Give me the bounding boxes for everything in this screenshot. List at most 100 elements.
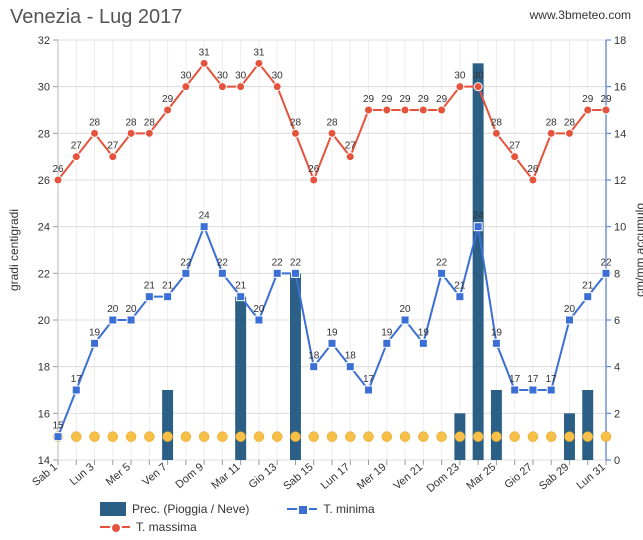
svg-text:21: 21 [582, 281, 594, 292]
svg-text:28: 28 [491, 117, 503, 128]
svg-text:30: 30 [473, 71, 485, 82]
svg-text:31: 31 [253, 47, 265, 58]
svg-text:19: 19 [491, 327, 503, 338]
svg-text:27: 27 [71, 141, 83, 152]
svg-text:18: 18 [614, 35, 626, 47]
svg-text:22: 22 [290, 257, 302, 268]
svg-text:30: 30 [454, 71, 466, 82]
svg-text:Mar 11: Mar 11 [209, 461, 242, 492]
svg-text:18: 18 [38, 362, 50, 374]
legend-label-tmax: T. massima [136, 520, 197, 534]
svg-text:28: 28 [38, 128, 50, 140]
svg-text:21: 21 [144, 281, 156, 292]
svg-text:22: 22 [38, 268, 50, 280]
svg-text:Lun 3: Lun 3 [68, 461, 97, 488]
svg-text:6: 6 [614, 315, 620, 327]
svg-text:24: 24 [38, 222, 50, 234]
svg-text:19: 19 [418, 327, 430, 338]
svg-text:19: 19 [326, 327, 338, 338]
svg-text:20: 20 [126, 304, 138, 315]
svg-text:22: 22 [436, 257, 448, 268]
svg-text:18: 18 [345, 351, 357, 362]
weather-chart: Venezia - Lug 2017 www.3bmeteo.com 14161… [0, 0, 643, 540]
svg-text:26: 26 [527, 164, 539, 175]
svg-text:30: 30 [217, 71, 229, 82]
svg-text:29: 29 [162, 94, 174, 105]
svg-text:Lun 31: Lun 31 [574, 461, 607, 492]
svg-text:10: 10 [614, 222, 626, 234]
svg-text:27: 27 [107, 141, 119, 152]
chart-svg: 14161820222426283032024681012141618gradi… [0, 0, 643, 540]
svg-text:29: 29 [363, 94, 375, 105]
chart-title: Venezia - Lug 2017 [10, 6, 182, 29]
svg-text:Mer 5: Mer 5 [104, 461, 133, 488]
svg-text:17: 17 [509, 374, 521, 385]
svg-text:30: 30 [38, 82, 50, 94]
svg-text:20: 20 [38, 315, 50, 327]
svg-text:24: 24 [199, 211, 211, 222]
svg-text:Ven 7: Ven 7 [140, 461, 169, 488]
svg-text:21: 21 [162, 281, 174, 292]
legend-precip: Prec. (Pioggia / Neve) [100, 502, 249, 516]
svg-text:19: 19 [381, 327, 393, 338]
svg-text:22: 22 [600, 257, 612, 268]
svg-text:17: 17 [363, 374, 375, 385]
svg-text:21: 21 [454, 281, 466, 292]
svg-text:27: 27 [345, 141, 357, 152]
svg-text:26: 26 [308, 164, 320, 175]
svg-text:26: 26 [38, 175, 50, 187]
svg-text:4: 4 [614, 362, 620, 374]
svg-text:Dom 9: Dom 9 [174, 461, 207, 491]
svg-text:22: 22 [180, 257, 192, 268]
svg-text:17: 17 [71, 374, 83, 385]
svg-text:17: 17 [546, 374, 558, 385]
svg-text:0: 0 [614, 455, 620, 467]
svg-text:Gio 13: Gio 13 [247, 461, 280, 491]
source-label: www.3bmeteo.com [530, 8, 631, 22]
svg-text:22: 22 [217, 257, 229, 268]
legend-label-precip: Prec. (Pioggia / Neve) [132, 502, 249, 516]
svg-text:29: 29 [400, 94, 412, 105]
svg-text:cm/mm accumulo: cm/mm accumulo [633, 203, 643, 297]
svg-text:28: 28 [546, 117, 558, 128]
svg-text:15: 15 [52, 421, 64, 432]
svg-text:22: 22 [272, 257, 284, 268]
svg-text:Lun 17: Lun 17 [319, 461, 352, 492]
svg-text:Sab 15: Sab 15 [281, 461, 315, 493]
svg-text:30: 30 [272, 71, 284, 82]
legend: Prec. (Pioggia / Neve) T. minima T. mass… [90, 500, 590, 536]
svg-text:32: 32 [38, 35, 50, 47]
svg-text:Dom 23: Dom 23 [425, 461, 462, 495]
legend-swatch-tmin [287, 502, 317, 516]
svg-text:27: 27 [509, 141, 521, 152]
svg-text:18: 18 [308, 351, 320, 362]
svg-text:20: 20 [564, 304, 576, 315]
svg-text:Gio 27: Gio 27 [502, 461, 535, 491]
svg-text:29: 29 [418, 94, 430, 105]
svg-text:Ven 21: Ven 21 [391, 461, 425, 492]
svg-text:28: 28 [144, 117, 156, 128]
svg-text:29: 29 [600, 94, 612, 105]
svg-text:Mer 19: Mer 19 [355, 461, 389, 492]
svg-text:26: 26 [52, 164, 64, 175]
svg-text:29: 29 [436, 94, 448, 105]
svg-text:19: 19 [89, 327, 101, 338]
legend-label-tmin: T. minima [323, 502, 374, 516]
svg-text:20: 20 [400, 304, 412, 315]
svg-text:21: 21 [235, 281, 247, 292]
svg-text:8: 8 [614, 268, 620, 280]
svg-text:29: 29 [582, 94, 594, 105]
svg-text:20: 20 [253, 304, 265, 315]
svg-text:30: 30 [180, 71, 192, 82]
svg-text:16: 16 [614, 82, 626, 94]
svg-text:28: 28 [290, 117, 302, 128]
legend-tmax: T. massima [100, 520, 197, 534]
svg-text:24: 24 [473, 211, 485, 222]
svg-text:28: 28 [564, 117, 576, 128]
legend-tmin: T. minima [287, 502, 374, 516]
svg-text:2: 2 [614, 408, 620, 420]
svg-text:16: 16 [38, 408, 50, 420]
svg-text:28: 28 [89, 117, 101, 128]
legend-swatch-bar [100, 502, 126, 516]
svg-text:17: 17 [527, 374, 539, 385]
